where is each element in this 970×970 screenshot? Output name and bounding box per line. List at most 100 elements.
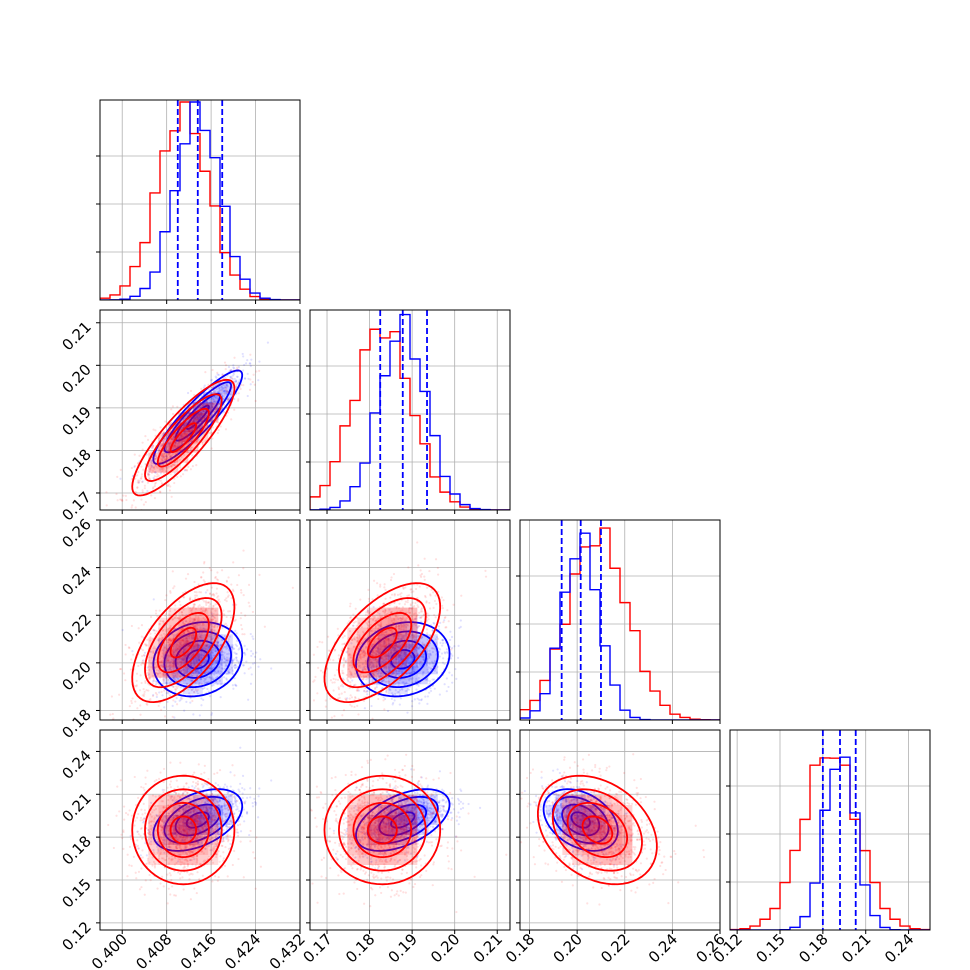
scatter-point [244, 377, 247, 380]
scatter-point [169, 457, 172, 460]
scatter-point [203, 412, 206, 415]
scatter-point [179, 419, 182, 423]
scatter-point [164, 420, 167, 423]
scatter-point [375, 666, 378, 669]
scatter-point [376, 660, 379, 663]
density-cell [178, 617, 189, 628]
scatter-point [215, 671, 218, 674]
scatter-point [211, 608, 214, 611]
scatter-point [223, 392, 226, 395]
scatter-point [171, 631, 174, 634]
scatter-point [201, 628, 204, 632]
scatter-point [188, 642, 191, 645]
density-cell [168, 442, 179, 453]
scatter-point [191, 628, 195, 632]
scatter-point [221, 374, 224, 377]
scatter-point [167, 452, 170, 455]
scatter-point [152, 598, 155, 601]
scatter-point [187, 688, 190, 691]
scatter-point [161, 459, 164, 462]
scatter-point [258, 573, 261, 577]
scatter-point [189, 609, 192, 612]
scatter-point [186, 670, 189, 673]
scatter-point [207, 404, 210, 407]
density-cell [188, 617, 199, 628]
contour-line [169, 626, 198, 659]
scatter-point [400, 671, 403, 674]
scatter-point [195, 669, 198, 673]
scatter-point [303, 688, 305, 690]
scatter-point [214, 650, 218, 653]
scatter-point [382, 662, 386, 665]
scatter-point [161, 665, 164, 668]
scatter-point [224, 663, 228, 666]
scatter-point [263, 625, 266, 628]
scatter-point [164, 613, 168, 616]
scatter-point [197, 583, 200, 586]
scatter-point [396, 672, 399, 676]
scatter-point [213, 625, 216, 628]
scatter-point [385, 688, 388, 691]
scatter-point [178, 458, 182, 461]
scatter-point [407, 646, 411, 649]
scatter-point [411, 601, 414, 604]
scatter-point [180, 442, 183, 445]
scatter-point [202, 649, 205, 652]
density-cell [168, 462, 179, 473]
scatter-point [243, 672, 246, 675]
scatter-point [152, 693, 155, 697]
scatter-point [170, 658, 174, 661]
scatter-point [188, 599, 192, 602]
density-cell [168, 627, 179, 638]
scatter-point [185, 682, 188, 685]
scatter-point [227, 399, 231, 402]
scatter-point [203, 628, 206, 632]
scatter-point [170, 665, 173, 669]
scatter-point [186, 682, 189, 686]
scatter-point [187, 606, 190, 609]
scatter-point [242, 355, 245, 358]
scatter-point [211, 630, 214, 633]
scatter-point [203, 610, 206, 613]
scatter-point [151, 469, 154, 472]
scatter-point [173, 616, 176, 619]
scatter-point [182, 453, 186, 456]
scatter-point [232, 373, 235, 376]
scatter-point [181, 656, 184, 660]
density-cell [198, 402, 209, 413]
scatter-point [172, 435, 176, 438]
scatter-point [234, 664, 237, 667]
scatter-point [196, 644, 199, 647]
scatter-point [169, 660, 173, 663]
scatter-point [182, 648, 186, 651]
scatter-point [152, 460, 155, 463]
scatter-point [172, 662, 175, 665]
scatter-point [172, 662, 175, 665]
scatter-point [170, 408, 173, 411]
scatter-point [198, 425, 201, 428]
scatter-point [418, 698, 421, 701]
scatter-point [174, 423, 177, 427]
scatter-point [208, 676, 211, 679]
scatter-point [122, 494, 125, 497]
scatter-point [171, 463, 174, 466]
scatter-point [141, 441, 144, 444]
scatter-point [184, 649, 187, 652]
scatter-point [387, 639, 390, 642]
scatter-point [189, 468, 193, 471]
scatter-point [176, 454, 180, 457]
density-cell [198, 627, 209, 638]
scatter-point [227, 391, 230, 394]
scatter-point [211, 676, 214, 679]
scatter-point [161, 629, 164, 632]
scatter-point [214, 648, 217, 651]
scatter-point [155, 465, 159, 468]
scatter-point [166, 659, 169, 662]
scatter-point [200, 403, 203, 407]
scatter-point [224, 406, 227, 409]
scatter-point [202, 411, 205, 414]
scatter-point [222, 609, 225, 612]
scatter-point [216, 641, 220, 645]
scatter-point [249, 362, 252, 365]
scatter-point [201, 624, 204, 627]
